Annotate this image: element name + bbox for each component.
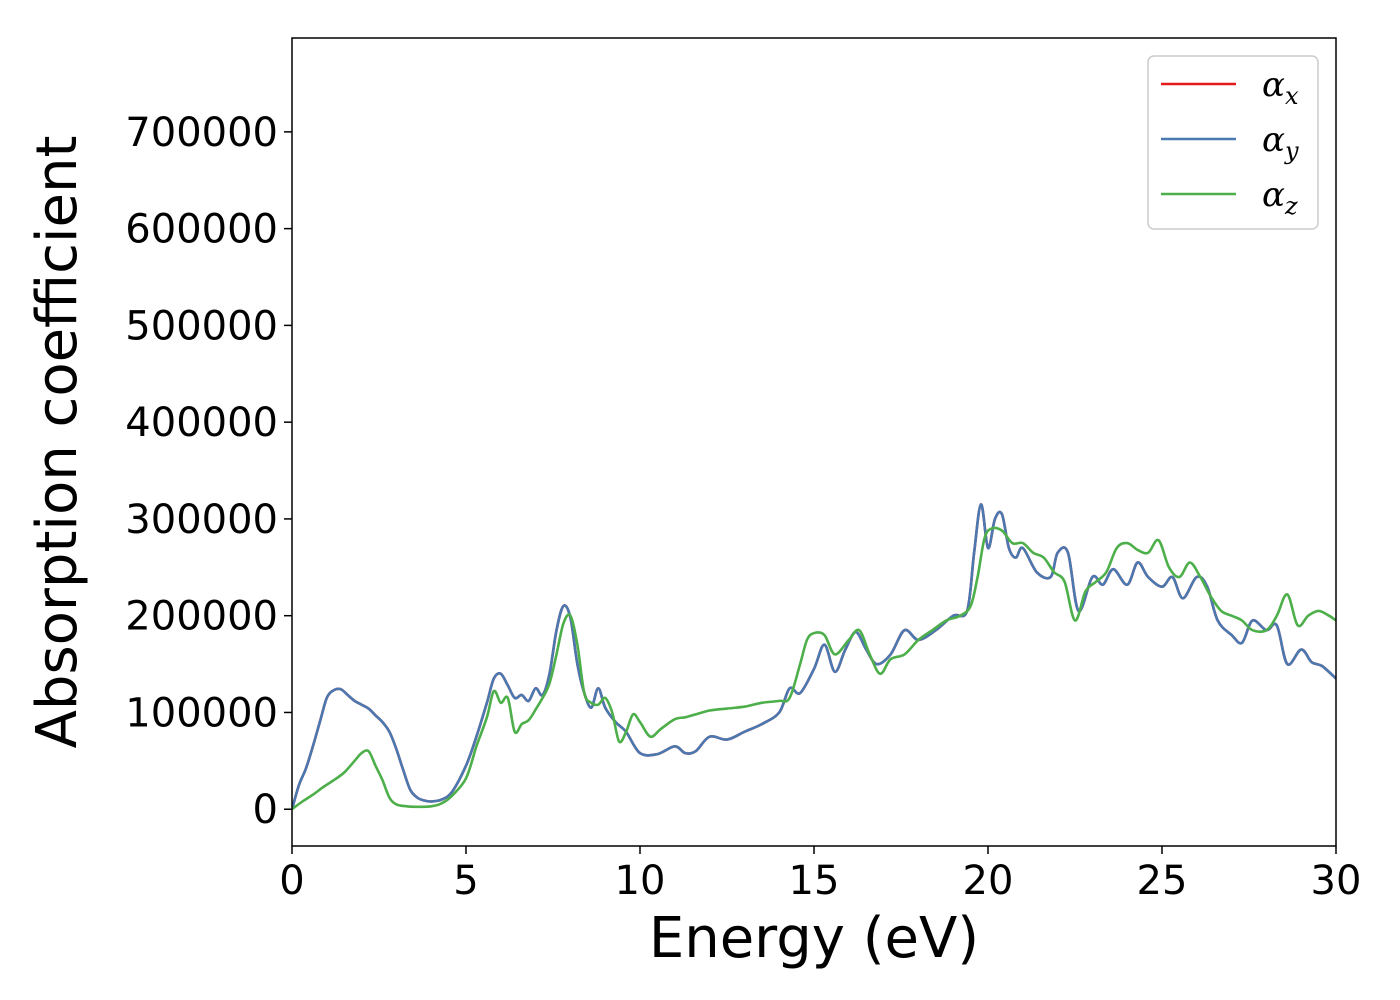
x-tick-label: 20 — [963, 858, 1014, 904]
series-line-alpha-y — [292, 503, 1336, 810]
y-axis-ticks: 0 100000 200000 300000 400000 500000 600000 700… — [125, 110, 292, 833]
x-tick-label: 10 — [615, 858, 666, 904]
x-tick-label: 5 — [453, 858, 478, 904]
y-tick-label: 300000 — [125, 497, 278, 543]
legend-box — [1147, 55, 1319, 230]
y-tick-label: 0 — [253, 787, 278, 833]
x-tick-label: 25 — [1137, 858, 1188, 904]
y-tick-label: 400000 — [125, 400, 278, 446]
legend-label: αz — [1262, 175, 1298, 220]
series-line-alpha-z — [292, 526, 1336, 811]
y-tick-label: 500000 — [125, 303, 278, 349]
y-tick-label: 100000 — [125, 690, 278, 736]
x-tick-label: 0 — [279, 858, 304, 904]
legend-label: αy — [1262, 120, 1299, 165]
x-tick-label: 15 — [789, 858, 840, 904]
y-tick-label: 600000 — [125, 207, 278, 253]
y-axis-title: Absorption coefficient — [25, 136, 90, 749]
y-tick-label: 200000 — [125, 594, 278, 640]
legend-label: αx — [1262, 65, 1299, 110]
series-layer — [292, 503, 1336, 811]
legend: αx αy αz — [1147, 55, 1319, 230]
x-axis-ticks: 0 5 10 15 20 25 30 — [279, 846, 1361, 904]
x-axis-title: Energy (eV) — [649, 906, 979, 971]
x-tick-label: 30 — [1311, 858, 1362, 904]
y-tick-label: 700000 — [125, 110, 278, 156]
series-line-alpha-x — [292, 503, 1336, 810]
